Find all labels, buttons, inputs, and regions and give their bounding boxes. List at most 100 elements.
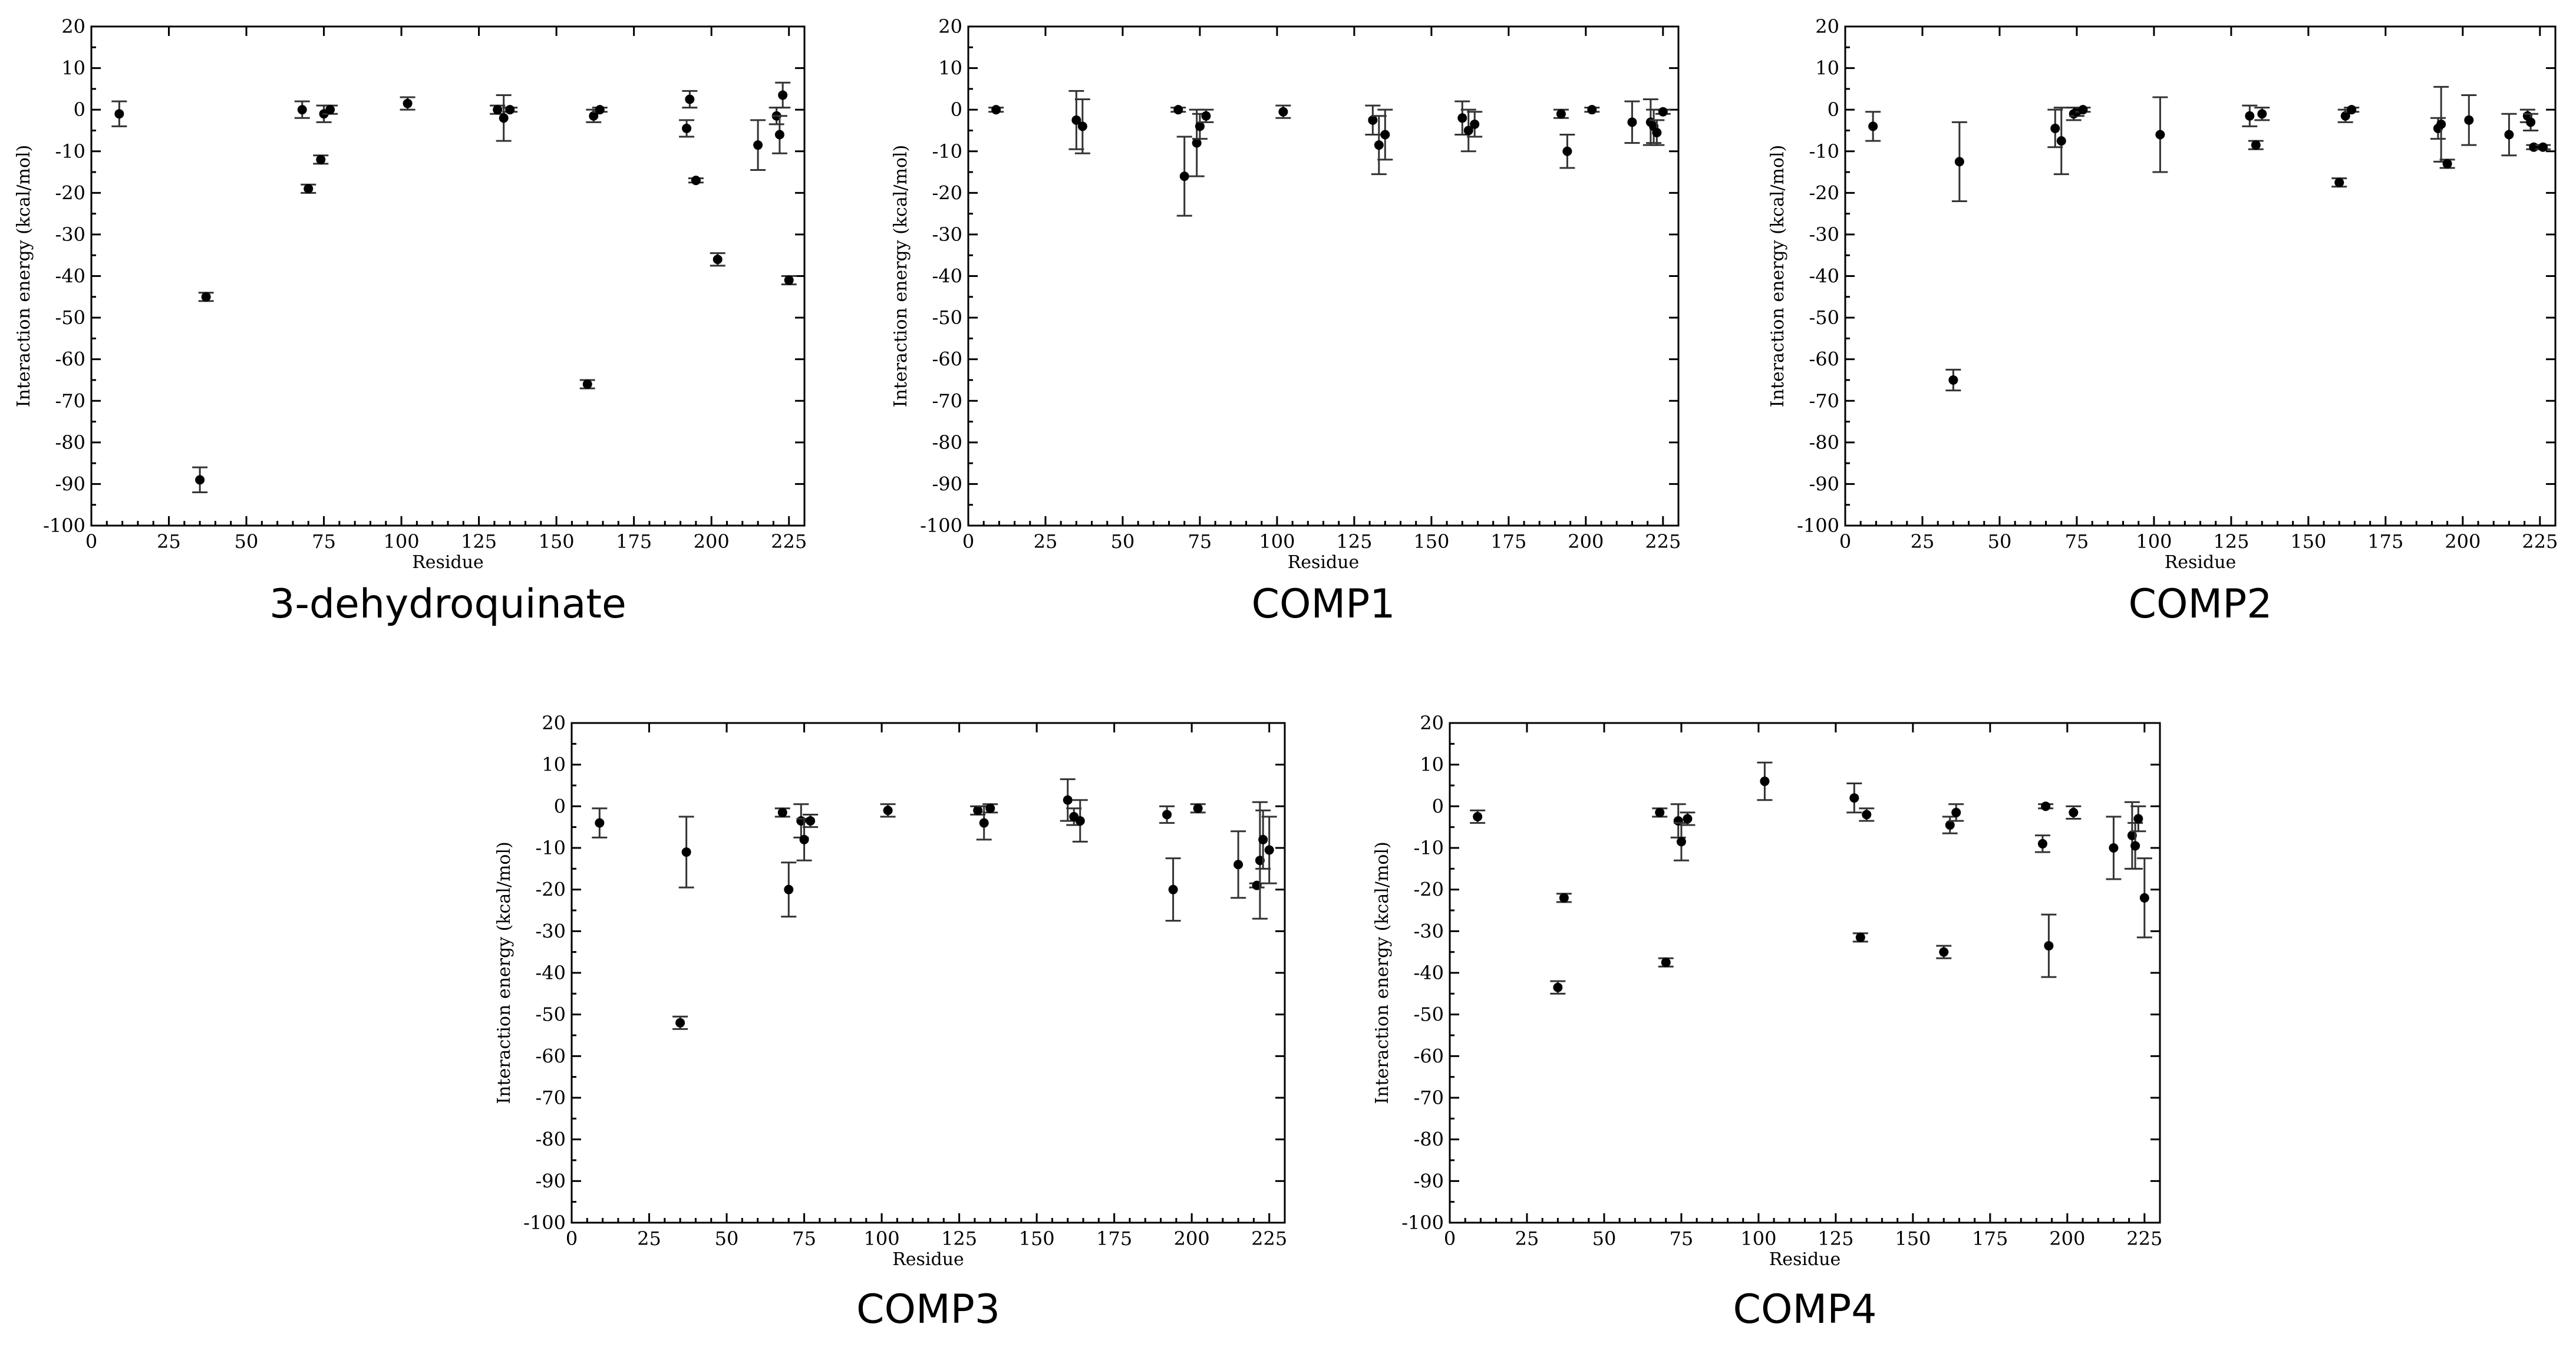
- y-tick-label: -60: [535, 1045, 566, 1067]
- data-point: [2152, 96, 2168, 173]
- x-tick-label: 200: [1174, 1227, 1210, 1250]
- point-marker: [675, 1018, 685, 1028]
- point-marker: [1945, 820, 1955, 830]
- y-tick-label: 10: [542, 754, 566, 776]
- point-marker: [499, 113, 509, 123]
- x-tick-label: 100: [1259, 530, 1295, 553]
- point-marker: [1661, 958, 1671, 968]
- y-tick-label: -80: [932, 431, 962, 454]
- data-point: [1945, 368, 1961, 392]
- data-point: [586, 108, 602, 123]
- point-marker: [1652, 127, 1662, 137]
- x-tick-label: 100: [864, 1227, 900, 1250]
- data-point: [2501, 113, 2517, 157]
- point-marker: [1173, 105, 1183, 115]
- plot-frame: [570, 722, 1286, 1224]
- point-marker: [973, 805, 983, 816]
- y-tick-label: -50: [1809, 306, 1839, 329]
- data-point: [1249, 880, 1265, 890]
- data-point: [1231, 830, 1246, 899]
- point-marker: [195, 475, 205, 485]
- point-marker: [1192, 138, 1202, 148]
- panel-title: COMP4: [1733, 1286, 1877, 1333]
- point-marker: [1683, 814, 1693, 824]
- y-tick-label: -40: [535, 962, 566, 984]
- point-marker: [2464, 115, 2474, 125]
- chart-panel-3: 0 25 50 75 100 125 150 175 200 225-100-90-80-70-6…: [1767, 15, 2558, 628]
- point-marker: [806, 816, 816, 826]
- y-tick-label: -60: [55, 348, 85, 371]
- y-tick-label: 10: [61, 57, 85, 80]
- point-marker: [1951, 807, 1961, 817]
- data-point: [1159, 805, 1175, 824]
- x-tick-label: 25: [1515, 1227, 1539, 1250]
- data-point: [2461, 94, 2477, 146]
- point-marker: [2109, 843, 2119, 853]
- y-tick-label: -90: [1413, 1170, 1444, 1192]
- y-tick-label: 20: [61, 15, 85, 38]
- point-marker: [784, 275, 794, 285]
- point-marker: [774, 130, 784, 140]
- data-point: [1556, 893, 1572, 903]
- data-point: [1859, 807, 1875, 822]
- x-tick-label: 25: [157, 530, 181, 553]
- x-tick-label: 175: [1096, 1227, 1132, 1250]
- point-marker: [1556, 109, 1566, 119]
- point-marker: [778, 90, 788, 100]
- data-point: [682, 90, 698, 109]
- data-point: [1936, 945, 1952, 959]
- data-point: [1624, 100, 1640, 144]
- point-marker: [1553, 982, 1563, 992]
- y-tick-label: -50: [932, 306, 962, 329]
- y-axis-title: Interaction energy (kcal/mol): [1767, 145, 1788, 408]
- x-tick-label: 75: [2065, 530, 2089, 553]
- point-marker: [1457, 113, 1467, 123]
- y-axis-title: Interaction energy (kcal/mol): [14, 145, 34, 408]
- x-tick-label: 150: [539, 530, 575, 553]
- y-tick-label: -20: [535, 879, 566, 901]
- panel-title: COMP2: [2129, 581, 2272, 628]
- y-tick-label: -90: [55, 473, 85, 495]
- point-marker: [681, 847, 691, 857]
- y-tick-label: -50: [55, 306, 85, 329]
- data-point: [1553, 108, 1569, 119]
- data-point: [2041, 913, 2057, 978]
- y-tick-label: -100: [43, 514, 85, 537]
- data-point: [1252, 801, 1268, 920]
- data-point: [400, 96, 415, 111]
- point-marker: [2056, 136, 2066, 146]
- plot-frame: [1844, 25, 2557, 527]
- data-point: [982, 803, 998, 814]
- y-tick-label: 0: [951, 98, 962, 121]
- data-point: [592, 105, 608, 115]
- data-point: [672, 1015, 688, 1030]
- x-tick-label: 50: [1111, 530, 1135, 553]
- y-tick-label: 20: [542, 712, 566, 734]
- y-tick-label: -30: [535, 920, 566, 942]
- y-tick-label: -30: [1413, 920, 1444, 942]
- data-point: [1470, 809, 1486, 824]
- point-marker: [1676, 837, 1686, 847]
- panel-title: 3-dehydroquinate: [269, 581, 626, 628]
- y-tick-label: 10: [1815, 57, 1839, 80]
- y-tick-label: -60: [932, 348, 962, 371]
- x-tick-label: 75: [1670, 1227, 1694, 1250]
- data-point: [1652, 807, 1668, 818]
- data-point: [775, 81, 791, 109]
- y-tick-label: -80: [1809, 431, 1839, 454]
- x-tick-label: 0: [85, 530, 97, 553]
- point-marker: [304, 184, 314, 194]
- point-marker: [1849, 793, 1859, 803]
- point-marker: [1470, 119, 1480, 129]
- y-tick-label: 0: [554, 795, 566, 817]
- data-point: [1198, 108, 1214, 123]
- x-tick-label: 25: [1911, 530, 1935, 553]
- point-marker: [505, 105, 515, 115]
- point-marker: [1063, 795, 1073, 805]
- x-tick-label: 200: [2049, 1227, 2085, 1250]
- point-marker: [1077, 121, 1087, 131]
- x-tick-label: 100: [2136, 530, 2172, 553]
- point-marker: [1939, 947, 1949, 957]
- x-tick-label: 50: [235, 530, 259, 553]
- x-tick-label: 150: [2290, 530, 2326, 553]
